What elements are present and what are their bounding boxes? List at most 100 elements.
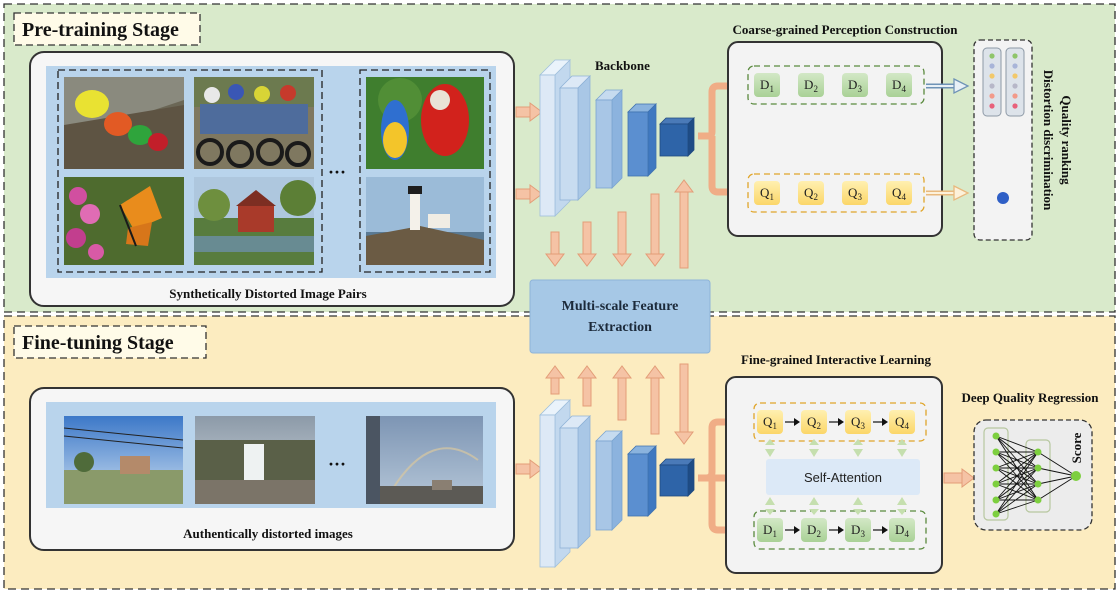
fine-d-token-arrowhead-2 xyxy=(838,526,844,534)
mlp-edge xyxy=(995,499,1039,515)
synthetic-caption: Synthetically Distorted Image Pairs xyxy=(169,286,367,301)
fine-q-token-label-3: Q3 xyxy=(851,414,865,431)
image-parrots xyxy=(366,77,484,169)
ranking-dot xyxy=(997,192,1009,204)
coarse-d-token-label-2: D2 xyxy=(804,77,818,94)
mlp-edge xyxy=(995,435,1039,453)
self-attention-box xyxy=(766,459,920,495)
self-attention-label: Self-Attention xyxy=(804,470,882,485)
fine-d-token-label-1: D1 xyxy=(763,522,777,539)
attention-arrow-top-4 xyxy=(897,449,907,457)
classifier-dot-2-2 xyxy=(1012,63,1018,69)
backbone-label: Backbone xyxy=(595,58,650,73)
coarse-d-token-label-3: D3 xyxy=(848,77,862,94)
fine-d-token-box-2 xyxy=(801,518,827,542)
fine-d-token-arrowhead-3 xyxy=(882,526,888,534)
fine-d-token-label-4: D4 xyxy=(895,522,909,539)
backbone-top xyxy=(539,59,695,217)
coarse-d-token-box-2 xyxy=(798,73,824,97)
classifier-dot-2-4 xyxy=(1012,83,1018,89)
mlp-input-node-2 xyxy=(992,448,1000,456)
attention-arrow-top-up-2 xyxy=(809,439,819,445)
image-lighthouse xyxy=(366,177,484,265)
fine-d-group xyxy=(753,510,927,550)
arrows-backbone-to-msfe xyxy=(545,193,665,267)
fine-d-token-label-3: D3 xyxy=(851,522,865,539)
coarse-q-group xyxy=(747,173,925,213)
attention-arrow-bottom-3 xyxy=(853,497,863,505)
coarse-d-tokens: D1 D2 D3 D4 xyxy=(754,73,912,97)
fine-q-token-box-3 xyxy=(845,410,871,434)
fine-q-token-label-1: Q1 xyxy=(763,414,777,431)
coarse-d-token-box-4 xyxy=(886,73,912,97)
image-butterfly xyxy=(64,177,184,265)
arrow-msfe-to-backbone-bottom xyxy=(674,363,694,445)
attention-arrow-top-2 xyxy=(809,449,819,457)
image-pair-group-n xyxy=(359,69,491,273)
mlp-hidden-node-1 xyxy=(1034,448,1042,456)
arrow-msfe-to-backbone-top xyxy=(674,179,694,269)
coarse-d-group xyxy=(747,65,925,105)
image-ellipsis-top: ··· xyxy=(328,162,346,182)
image-waterfall xyxy=(195,416,315,504)
msfe-line1: Multi-scale Feature xyxy=(562,299,679,314)
fine-q-token-label-4: Q4 xyxy=(895,414,909,431)
fine-q-token-box-1 xyxy=(757,410,783,434)
attention-arrow-bottom-down-2 xyxy=(809,509,819,515)
arrow-fine-to-regression xyxy=(943,468,975,488)
arrows-backbone-bottom-to-msfe xyxy=(545,365,665,435)
fine-q-token-label-2: Q2 xyxy=(807,414,821,431)
mlp-edge xyxy=(995,451,1039,469)
msfe-line2: Extraction xyxy=(588,320,652,335)
image-street xyxy=(63,416,184,504)
pretraining-title: Pre-training Stage xyxy=(22,19,179,41)
finetuning-title: Fine-tuning Stage xyxy=(22,332,174,354)
mlp-edge xyxy=(995,467,1039,515)
mlp-input-node-6 xyxy=(992,510,1000,518)
coarse-q-token-box-4 xyxy=(886,181,912,205)
fine-d-token-label-2: D2 xyxy=(807,522,821,539)
fine-q-token-box-2 xyxy=(801,410,827,434)
msfe-box xyxy=(529,279,711,354)
coarse-q-token-label-4: Q4 xyxy=(892,185,906,202)
mlp-edge xyxy=(995,451,1039,501)
fine-d-tokens: D1 D2 D3 D4 xyxy=(757,518,915,542)
fine-d-token-box-3 xyxy=(845,518,871,542)
mlp-edge xyxy=(995,451,1039,515)
classifier-dot-1-5 xyxy=(989,93,995,99)
fine-d-token-box-1 xyxy=(757,518,783,542)
attention-arrow-bottom-down-4 xyxy=(897,509,907,515)
fine-d-token-box-4 xyxy=(889,518,915,542)
mlp-edge xyxy=(995,467,1039,501)
image-rainbow xyxy=(366,416,483,504)
coarse-d-token-box-3 xyxy=(842,73,868,97)
mlp-hidden-node-4 xyxy=(1034,496,1042,504)
coarse-d-token-label-4: D4 xyxy=(892,77,906,94)
mlp-input-node-5 xyxy=(992,496,1000,504)
mlp-edge xyxy=(1037,475,1077,485)
attention-arrow-top-1 xyxy=(765,449,775,457)
classifier-dot-1-1 xyxy=(989,53,995,59)
image-barn xyxy=(194,177,316,265)
attention-arrow-bottom-4 xyxy=(897,497,907,505)
image-pair-group-1 xyxy=(57,69,323,273)
arrow-d-to-discrimination xyxy=(926,77,970,95)
mlp-input-node-1 xyxy=(992,432,1000,440)
fine-q-token-box-4 xyxy=(889,410,915,434)
coarse-d-token-label-1: D1 xyxy=(760,77,774,94)
classifier-columns xyxy=(982,47,1025,117)
attention-arrow-bottom-1 xyxy=(765,497,775,505)
mlp-edge xyxy=(1037,451,1077,477)
coarse-q-token-label-3: Q3 xyxy=(848,185,862,202)
fine-q-token-arrowhead-3 xyxy=(882,418,888,426)
coarse-q-token-box-3 xyxy=(842,181,868,205)
backbone-bottom xyxy=(539,399,695,568)
coarse-q-tokens: Q1 Q2 Q3 Q4 xyxy=(754,181,912,205)
fine-d-token-arrowhead-1 xyxy=(794,526,800,534)
mlp-edge xyxy=(995,483,1039,515)
classifier-dot-2-5 xyxy=(1012,93,1018,99)
side-label-ranking: Quality ranking xyxy=(1059,95,1074,185)
fine-q-token-arrowhead-1 xyxy=(794,418,800,426)
mlp-hidden-node-2 xyxy=(1034,464,1042,472)
